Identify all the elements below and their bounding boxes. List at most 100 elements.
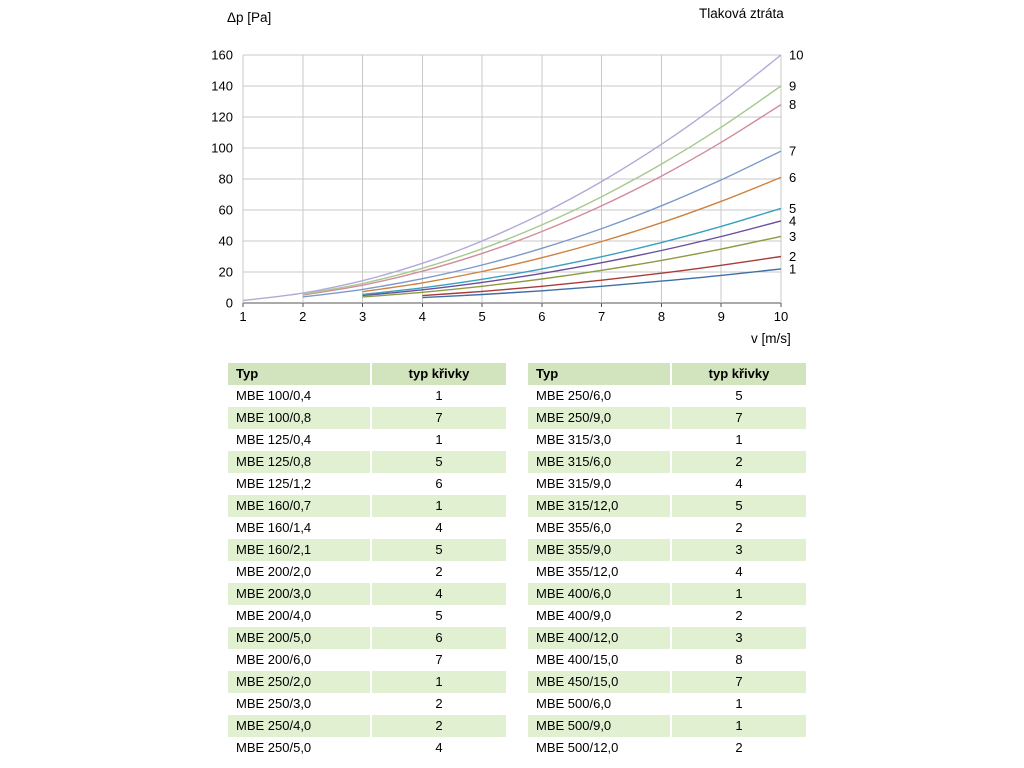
y-tick-label: 0 (226, 296, 233, 311)
curve-type-cell: 1 (672, 583, 806, 605)
typ-cell: MBE 200/5,0 (228, 627, 370, 649)
curve-type-cell: 2 (735, 520, 743, 535)
curve-type-cell: 1 (735, 696, 743, 711)
curve-4 (362, 220, 782, 297)
table-row: MBE 500/9,0 1 (528, 715, 806, 737)
table-row: MBE 160/0,7 1 (228, 495, 506, 517)
curve-label-4: 4 (789, 213, 796, 228)
curve-type-header: typ křivky (672, 363, 806, 385)
table-row: MBE 400/9,0 2 (528, 605, 806, 627)
typ-cell: MBE 100/0,8 (228, 407, 370, 429)
typ-cell: MBE 200/2,0 (236, 564, 312, 579)
typ-cell: MBE 315/9,0 (536, 476, 612, 491)
x-tick-label: 2 (299, 309, 306, 324)
curve-label-6: 6 (789, 170, 796, 185)
x-tick-label: 8 (658, 309, 665, 324)
x-axis-title: v [m/s] (751, 331, 791, 346)
curve-type-cell: 3 (672, 627, 806, 649)
curve-type-cell: 7 (435, 652, 443, 667)
table-row: MBE 315/6,0 2 (528, 451, 806, 473)
y-tick-label: 60 (219, 203, 233, 218)
curve-type-cell: 1 (735, 432, 743, 447)
table-row: MBE 160/2,1 5 (228, 539, 506, 561)
table-header-row: Typ typ křivky (228, 363, 506, 385)
curve-type-cell: 5 (372, 539, 506, 561)
curve-7 (302, 150, 782, 298)
curve-5 (362, 207, 782, 296)
curve-type-cell: 2 (672, 451, 806, 473)
y-axis-title: Δp [Pa] (227, 10, 272, 25)
y-tick-label: 120 (211, 110, 233, 125)
x-tick-label: 10 (774, 309, 788, 324)
curve-type-cell: 4 (372, 583, 506, 605)
table-row: MBE 250/6,0 5 (528, 385, 806, 407)
table-row: MBE 200/5,0 6 (228, 627, 506, 649)
curve-type-table-left: Typ typ křivky MBE 100/0,4 1 MBE 100/0,8 7 M… (226, 363, 508, 759)
typ-cell: MBE 315/12,0 (528, 495, 670, 517)
table-row: MBE 125/1,2 6 (228, 473, 506, 495)
typ-cell: MBE 160/1,4 (236, 520, 312, 535)
table-row: MBE 400/12,0 3 (528, 627, 806, 649)
curve-type-cell: 1 (372, 495, 506, 517)
table-row: MBE 160/1,4 4 (228, 517, 506, 539)
table-row: MBE 355/6,0 2 (528, 517, 806, 539)
typ-cell: MBE 250/3,0 (236, 696, 312, 711)
table-row: MBE 450/15,0 7 (528, 671, 806, 693)
table-header-row: Typ typ křivky (528, 363, 806, 385)
curve-3 (362, 235, 782, 298)
curve-type-cell: 5 (372, 451, 506, 473)
table-row: MBE 250/5,0 4 (228, 737, 506, 759)
curve-type-table-right: Typ typ křivky MBE 250/6,0 5 MBE 250/9,0 7 M… (526, 363, 808, 759)
x-tick-label: 6 (538, 309, 545, 324)
y-tick-label: 20 (219, 265, 233, 280)
curve-label-5: 5 (789, 201, 796, 216)
table-row: MBE 250/4,0 2 (228, 715, 506, 737)
table-row: MBE 500/12,0 2 (528, 737, 806, 759)
typ-cell: MBE 400/15,0 (536, 652, 619, 667)
curve-6 (362, 176, 782, 293)
table-row: MBE 125/0,4 1 (228, 429, 506, 451)
typ-cell: MBE 250/4,0 (228, 715, 370, 737)
typ-cell: MBE 125/0,8 (228, 451, 370, 473)
typ-cell: MBE 250/2,0 (228, 671, 370, 693)
curve-type-cell: 2 (435, 696, 443, 711)
typ-cell: MBE 400/9,0 (536, 608, 612, 623)
curve-label-1: 1 (789, 261, 796, 276)
curve-type-cell: 8 (735, 652, 743, 667)
typ-cell: MBE 250/6,0 (536, 388, 612, 403)
curve-9 (302, 85, 782, 296)
curve-type-cell: 5 (735, 388, 743, 403)
curve-type-cell: 5 (672, 495, 806, 517)
typ-cell: MBE 200/3,0 (228, 583, 370, 605)
table-row: MBE 250/2,0 1 (228, 671, 506, 693)
curve-type-cell: 3 (672, 539, 806, 561)
curve-type-cell: 2 (372, 715, 506, 737)
curve-type-cell: 4 (735, 476, 743, 491)
curve-type-cell: 6 (372, 627, 506, 649)
curve-10 (242, 54, 782, 302)
curve-1 (422, 268, 782, 299)
typ-cell: MBE 355/9,0 (528, 539, 670, 561)
typ-cell: MBE 500/9,0 (528, 715, 670, 737)
typ-cell: MBE 100/0,4 (236, 388, 312, 403)
typ-cell: MBE 200/6,0 (236, 652, 312, 667)
table-row: MBE 355/12,0 4 (528, 561, 806, 583)
x-tick-label: 1 (239, 309, 246, 324)
table-row: MBE 315/3,0 1 (528, 429, 806, 451)
curve-type-cell: 7 (372, 407, 506, 429)
table-row: MBE 100/0,8 7 (228, 407, 506, 429)
table-row: MBE 125/0,8 5 (228, 451, 506, 473)
typ-cell: MBE 315/6,0 (528, 451, 670, 473)
table-row: MBE 355/9,0 3 (528, 539, 806, 561)
table-row: MBE 400/15,0 8 (528, 649, 806, 671)
curve-label-9: 9 (789, 79, 796, 94)
curve-label-10: 10 (789, 48, 803, 63)
curve-type-cell: 7 (672, 407, 806, 429)
y-tick-label: 100 (211, 141, 233, 156)
curve-8 (302, 104, 782, 296)
table-row: MBE 315/12,0 5 (528, 495, 806, 517)
y-tick-label: 160 (211, 48, 233, 63)
typ-cell: MBE 160/0,7 (228, 495, 370, 517)
table-row: MBE 200/6,0 7 (228, 649, 506, 671)
